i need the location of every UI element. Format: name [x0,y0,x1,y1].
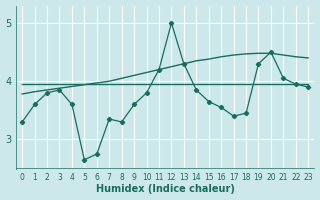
X-axis label: Humidex (Indice chaleur): Humidex (Indice chaleur) [96,184,235,194]
